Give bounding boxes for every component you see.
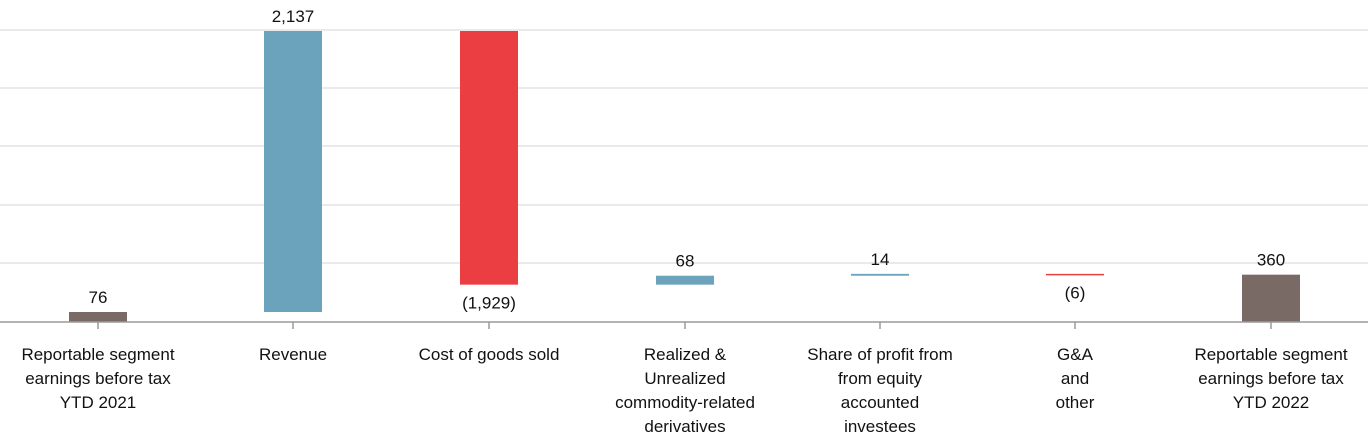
category-label-line: Unrealized [644,369,725,388]
category-labels: Reportable segment earnings before tax YTD… [21,345,1347,436]
bar [1242,274,1300,322]
x-axis [0,321,1368,329]
category-label-line: Reportable segment [21,345,174,364]
data-labels: 76 2,137 (1,929) 68 14 (6) 360 [89,7,1286,313]
bar [1046,273,1104,276]
category-label-line: YTD 2021 [60,393,137,412]
category-label-line: YTD 2022 [1233,393,1310,412]
data-label: 360 [1257,251,1285,270]
data-label: (1,929) [462,294,516,313]
category-label: Cost of goods sold [419,345,560,364]
category-label: G&A and other [1056,345,1095,412]
category-label-line: Revenue [259,345,327,364]
category-label-line: Share of profit from [807,345,953,364]
category-label-line: investees [844,417,916,436]
category-label-line: other [1056,393,1095,412]
category-label: Reportable segment earnings before tax YTD… [21,345,174,412]
category-label: Realized & Unrealized commodity-related der… [615,345,755,436]
category-label-line: and [1061,369,1089,388]
category-label: Reportable segment earnings before tax YTD… [1194,345,1347,412]
data-label: 68 [676,252,695,271]
data-label: 76 [89,288,108,307]
category-label-line: earnings before tax [1198,369,1344,388]
category-label-line: commodity-related [615,393,755,412]
category-label-line: earnings before tax [25,369,171,388]
category-label-line: accounted [841,393,919,412]
category-label: Share of profit from from equity accounted… [807,345,953,436]
bars [69,30,1300,322]
bar [851,273,909,276]
data-label: 14 [871,250,890,269]
category-label-line: derivatives [644,417,725,436]
category-label-line: Reportable segment [1194,345,1347,364]
gridlines [0,29,1368,264]
category-label-line: from equity [838,369,923,388]
bar [264,30,322,313]
category-label: Revenue [259,345,327,364]
category-label-line: G&A [1057,345,1094,364]
category-label-line: Realized & [644,345,727,364]
data-label: 2,137 [272,7,315,26]
data-label: (6) [1065,284,1086,303]
bar [656,275,714,285]
bar [460,30,518,285]
bar [69,312,127,322]
category-label-line: Cost of goods sold [419,345,560,364]
